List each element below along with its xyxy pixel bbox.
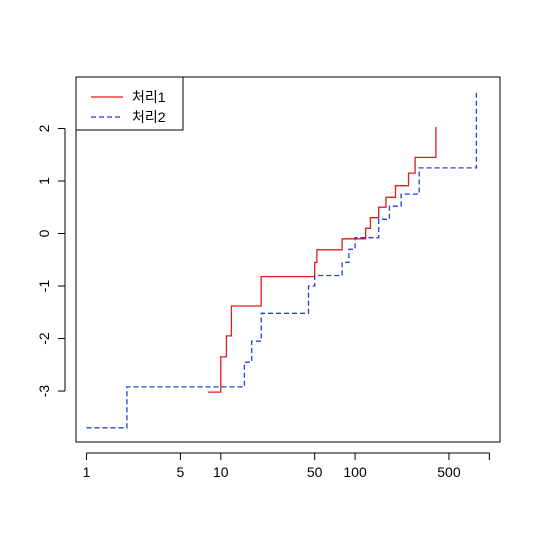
y-tick-label: -1 <box>36 280 52 293</box>
legend-label-series-1: 처리1 <box>132 89 166 105</box>
x-tick-label: 1 <box>83 464 91 480</box>
y-tick-label: -2 <box>36 332 52 345</box>
series-1-step-line <box>207 126 437 393</box>
legend-box <box>75 76 184 131</box>
series-2-step-line <box>86 91 478 429</box>
y-tick-label: 1 <box>36 177 52 185</box>
x-tick-label: 100 <box>343 464 367 480</box>
x-tick-label: 10 <box>213 464 229 480</box>
y-tick-label: 0 <box>36 229 52 237</box>
series-layer <box>86 91 478 429</box>
y-axis: -3 -2 -1 0 1 2 <box>36 124 66 398</box>
legend: 처리1 처리2 <box>75 76 184 131</box>
y-tick-label: -3 <box>36 385 52 398</box>
x-tick-label: 50 <box>307 464 323 480</box>
x-tick-label: 500 <box>437 464 461 480</box>
x-axis: 1 5 10 50 100 500 <box>83 452 490 480</box>
x-tick-label: 5 <box>176 464 184 480</box>
legend-label-series-2: 처리2 <box>132 109 166 125</box>
plot-frame <box>75 76 501 443</box>
y-tick-label: 2 <box>36 124 52 132</box>
